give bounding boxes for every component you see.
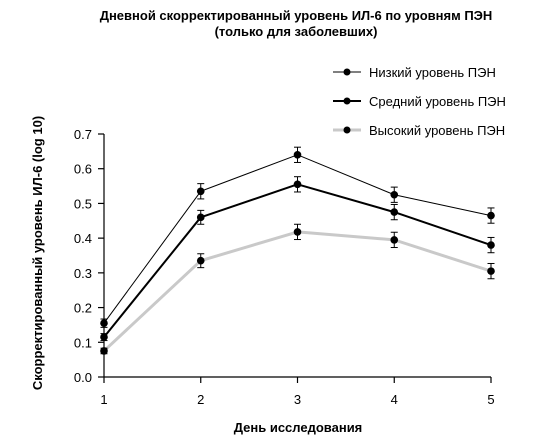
y-tick-label: 0.3 [74,266,92,281]
y-tick-label: 0.7 [74,127,92,142]
x-tick-label: 3 [294,392,301,407]
legend-item: Средний уровень ПЭН [333,94,506,109]
x-tick-label: 5 [487,392,494,407]
data-point [293,151,302,159]
data-point [196,213,205,222]
chart-title: Дневной скорректированный уровень ИЛ-6 п… [100,8,493,23]
series-line [103,183,492,338]
data-point [196,256,205,265]
y-axis-title: Скорректированный уровень ИЛ-6 (log 10) [30,116,45,390]
y-tick-label: 0.4 [74,231,92,246]
data-point [390,236,399,244]
data-point [100,347,108,355]
legend-label: Средний уровень ПЭН [369,94,506,109]
data-point [487,267,495,275]
series-line [102,230,492,353]
y-tick-label: 0.2 [74,301,92,316]
x-tick-label: 4 [391,392,398,407]
data-point [100,319,108,327]
legend-swatch-marker [343,126,351,134]
data-point [487,211,495,220]
y-axis-ticks: 0.0 0.1 0.2 0.3 0.4 0.5 0.6 0.7 [74,127,104,385]
data-point [196,187,205,196]
legend-item: Высокий уровень ПЭН [333,123,505,138]
y-tick-label: 0.5 [74,196,92,211]
x-tick-label: 1 [100,392,107,407]
data-point [390,208,399,216]
legend-swatch-marker [343,97,351,105]
y-tick-label: 0.6 [74,162,92,177]
chart-subtitle: (только для заболевших) [215,24,378,39]
y-tick-label: 0.0 [74,370,92,385]
data-point [390,190,399,199]
legend-label: Низкий уровень ПЭН [369,65,496,80]
series-layer [100,146,495,355]
legend-swatch-marker [343,68,351,76]
legend-item: Низкий уровень ПЭН [333,65,496,80]
legend: Низкий уровень ПЭН Средний уровень ПЭН Выс… [333,65,506,138]
data-point [100,333,108,341]
x-axis-title: День исследования [234,420,363,435]
data-point [487,241,495,249]
legend-label: Высокий уровень ПЭН [369,123,505,138]
data-point [293,228,302,236]
series-2 [100,176,495,342]
series-3 [100,223,495,355]
series-1 [100,146,495,328]
x-axis-ticks: 1 2 3 4 5 [100,377,495,407]
data-point [293,180,302,189]
x-tick-label: 2 [197,392,204,407]
y-tick-label: 0.1 [74,335,92,350]
